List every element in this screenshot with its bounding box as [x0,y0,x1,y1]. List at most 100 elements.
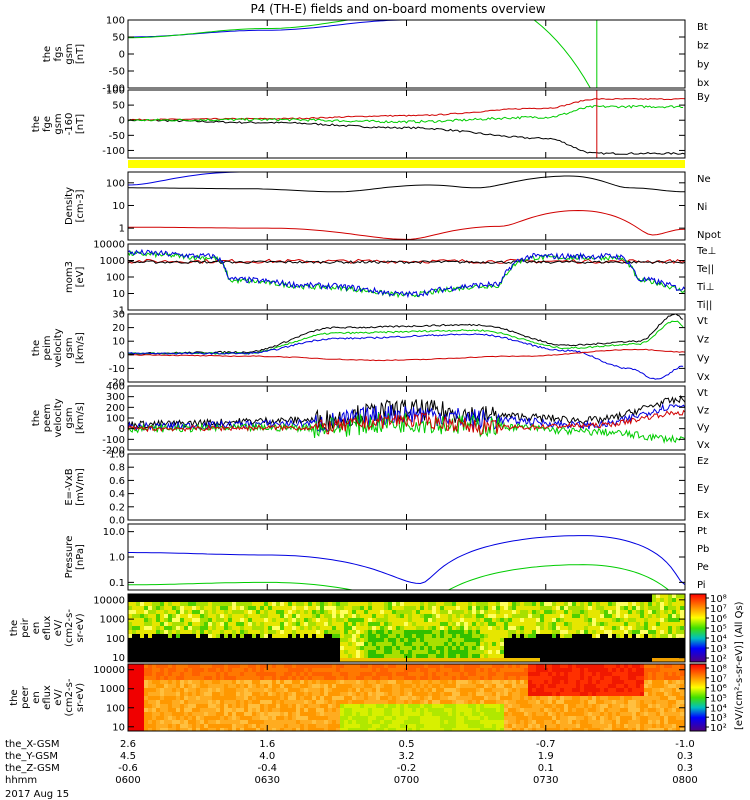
y-tick-label: 0 [119,350,125,361]
colorbar-label: 10² [710,723,727,734]
y-tick-label: 10000 [93,595,125,606]
colorbar-label: 10⁷ [710,674,727,685]
x-axis-value: 0.3 [677,763,693,774]
y-tick-label: 10 [112,722,125,733]
legend-Ex: Ex [697,510,709,521]
legend-Vt: Vt [697,388,708,399]
y-tick-label: -20 [109,378,125,389]
colorbar-label: 10⁶ [710,614,727,625]
y-tick-label: 100 [106,16,125,27]
colorbars: 10⁸10⁷10⁶10⁵10⁴10³10²10⁸10⁷10⁶10⁵10⁴10³1… [689,593,727,734]
y-tick-label: 0.1 [109,578,125,589]
y-tick-label: -50 [109,131,125,142]
y-axis-label: E=-VxB [64,468,75,505]
y-tick-label: 10000 [93,665,125,676]
legend-Te||: Te|| [696,264,714,275]
y-tick-label: -10 [109,364,125,375]
y-axis-label: en [31,691,42,704]
y-tick-label: 0.0 [109,516,125,527]
quality-flag-bar [128,160,685,168]
series-Ti-perp [128,248,685,299]
legend-Npot: Npot [697,230,721,241]
series-Vt [128,314,684,355]
panel-5: 30 20 10 0 -10 -20 the peim velocity gsm [km/s] Vt V… [31,310,710,389]
series-Vy [128,412,685,444]
series-By [128,104,684,124]
y-axis-label: sr-eV) [75,613,86,642]
panel-frame [127,171,686,241]
y-axis-label: the [9,620,20,636]
spectrogram-frame [127,663,686,732]
series-Npot [128,172,685,186]
y-tick-label: 0.4 [109,489,125,500]
legend-Vx: Vx [697,440,710,451]
y-axis-label: gsm [53,113,64,134]
y-axis-label: eV/ [53,619,64,636]
legend-Vy: Vy [697,353,710,364]
y-tick-label: 0 [119,50,125,61]
colorbar-label: 10⁶ [710,684,727,695]
legend-Pt: Pt [697,526,707,537]
y-axis-label: gsm [64,407,75,428]
y-tick-label: 1.0 [109,553,125,564]
legend-Ne: Ne [697,174,711,185]
y-tick-label: 10 [112,201,125,212]
y-axis-label: (cm2-s- [64,609,75,647]
colorbar-label: 10⁸ [710,664,727,675]
colorbar-title: [eV/(cm²-s-sr-eV)] (All Qs) [734,601,745,730]
y-tick-label: 1 [119,306,125,317]
legend-Ey: Ey [697,483,709,494]
x-axis-value: 0700 [394,775,419,786]
x-axis-value: -0.7 [536,739,556,750]
x-axis-value: 0.5 [399,739,415,750]
x-axis-value: -0.2 [397,763,417,774]
y-tick-label: 100 [106,634,125,645]
y-axis-label: the [31,410,42,426]
legend-Pb: Pb [697,544,709,555]
y-tick-label: 1000 [100,256,125,267]
colorbar-label: 10⁴ [710,703,727,714]
y-tick-label: 30 [112,310,125,321]
y-tick-label: 0.6 [109,476,125,487]
panel-1: 100 50 0 -50 -100 the fgs gsm [nT] Bt bz by bx [42,16,709,95]
series-Vx [128,333,684,380]
series-by [128,20,352,39]
y-axis-label: Density [64,187,75,225]
y-axis-label: eflux [42,616,53,641]
y-tick-label: -100 [102,84,125,95]
x-axis-value: 4.5 [120,751,136,762]
series-Ni [128,175,685,193]
y-axis-label: [nT] [75,44,86,64]
y-axis-label: Pressure [64,536,75,579]
y-tick-label: 0.2 [109,502,125,513]
x-axis-row-label: the_Y-GSM [5,751,58,762]
x-axis-value: -1.0 [675,739,695,750]
colorbar-label: 10⁸ [710,594,727,605]
panel-frame [127,89,686,159]
y-axis-label: fgs [53,46,64,61]
legend-by: by [697,59,709,70]
colorbar-label: 10³ [710,644,727,655]
y-axis-label: [nT] [75,114,86,134]
y-axis-label: the [31,340,42,356]
y-axis-label: sr-eV) [75,683,86,712]
x-axis-value: 0.1 [538,763,554,774]
x-axis-value: 0.3 [677,751,693,762]
y-axis-label: gsm [64,43,75,64]
x-axis-value: -0.4 [257,763,277,774]
series-bx [128,20,477,38]
y-tick-label: 1 [119,224,125,235]
y-tick-label: 10 [112,653,125,664]
y-tick-label: 100 [106,178,125,189]
series-Vz [128,409,685,435]
y-tick-label: 0 [119,424,125,435]
series-Vz [128,348,685,362]
y-axis-label: peir [20,617,31,637]
x-axis-labels: the_X-GSM 2.6 1.6 0.5 -0.7 -1.0 the_Y-GSM 4.5 4.… [5,739,698,786]
y-tick-label: 50 [112,33,125,44]
y-axis-label: peer [20,685,31,709]
legend-Te⊥: Te⊥ [696,246,716,257]
legend-Ti⊥: Ti⊥ [696,282,714,293]
